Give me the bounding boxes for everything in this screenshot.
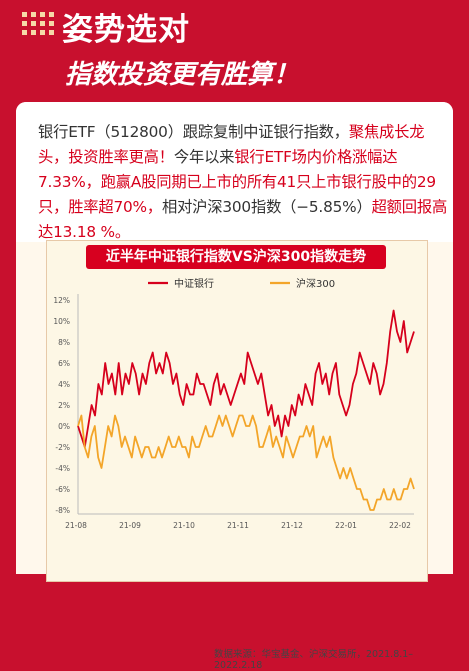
para-part-4: 银行ETF场内价格涨幅达7.33%，跑赢A股同期已上市的所有41只上市银行股中的…	[38, 148, 436, 216]
y-tick-label: 8%	[58, 338, 70, 347]
x-tick-label: 21-09	[119, 521, 141, 530]
x-tick-label: 21-08	[65, 521, 87, 530]
dot-grid-icon	[22, 12, 54, 38]
data-source: 数据来源：华宝基金、沪深交易所，2021.8.1–2022.2.18	[214, 649, 414, 671]
x-tick-label: 22-01	[335, 521, 357, 530]
chart-panel	[46, 240, 428, 582]
header-subtitle: 指数投资更有胜算！	[65, 60, 300, 90]
y-tick-label: 12%	[53, 296, 70, 305]
y-tick-label: -8%	[55, 506, 70, 515]
y-tick-label: 2%	[58, 401, 70, 410]
y-tick-label: 0%	[58, 422, 70, 431]
legend-label: 中证银行	[174, 277, 214, 290]
y-tick-label: -4%	[55, 464, 70, 473]
para-part-1: 银行ETF（512800）跟踪复制中证银行指数，	[38, 123, 349, 141]
content-card: 银行ETF（512800）跟踪复制中证银行指数，聚焦成长龙头，投资胜率更高！今年…	[16, 102, 453, 671]
bank-index-line	[77, 309, 415, 448]
y-tick-label: 6%	[58, 359, 70, 368]
para-part-2: 聚焦成长龙头，投资胜率更高！	[38, 123, 425, 166]
y-tick-label: 4%	[58, 380, 70, 389]
summary-paragraph: 银行ETF（512800）跟踪复制中证银行指数，聚焦成长龙头，投资胜率更高！今年…	[38, 120, 448, 245]
x-tick-label: 21-12	[281, 521, 303, 530]
line-chart: 12% 10% 8% 6% 4% 2% 0% -2% -4% -6% -8% 21-08 21-09 21…	[53, 277, 415, 530]
y-tick-label: -2%	[55, 443, 70, 452]
hs300-index-line	[77, 414, 415, 511]
header-title: 姿势选对	[62, 12, 190, 48]
para-part-5: 相对沪深300指数（−5.85%）	[161, 198, 372, 216]
text-panel	[16, 102, 453, 242]
x-tick-label: 21-11	[227, 521, 249, 530]
x-tick-label: 22-02	[389, 521, 411, 530]
legend-label: 沪深300	[296, 277, 335, 290]
para-part-6: 超额回报高达13.18 %。	[38, 198, 448, 241]
y-tick-label: 10%	[53, 317, 70, 326]
y-tick-label: -6%	[55, 485, 70, 494]
para-part-3: 今年以来	[173, 148, 235, 166]
x-tick-label: 21-10	[173, 521, 195, 530]
header-banner: 姿势选对 指数投资更有胜算！	[0, 0, 469, 100]
chart-title: 近半年中证银行指数VS沪深300指数走势	[86, 245, 386, 269]
